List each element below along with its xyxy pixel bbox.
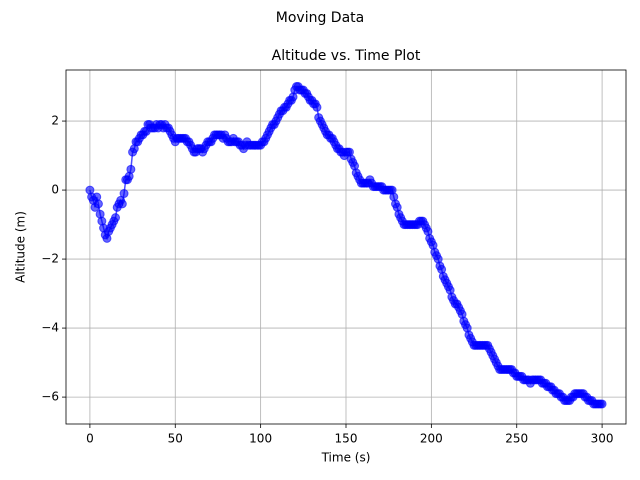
data-point bbox=[117, 199, 127, 209]
x-axis-label: Time (s) bbox=[321, 451, 371, 465]
x-tick-label: 50 bbox=[168, 432, 183, 446]
y-tick-label: −2 bbox=[41, 252, 59, 266]
y-tick-label: −6 bbox=[41, 390, 59, 404]
data-point bbox=[126, 164, 136, 174]
x-tick-label: 100 bbox=[249, 432, 272, 446]
x-tick-label: 0 bbox=[86, 432, 94, 446]
data-point bbox=[312, 102, 322, 112]
y-tick-label: 2 bbox=[51, 114, 59, 128]
y-axis-label: Altitude (m) bbox=[14, 211, 28, 283]
data-point bbox=[119, 189, 129, 199]
data-point bbox=[597, 399, 607, 409]
x-tick-label: 150 bbox=[335, 432, 358, 446]
data-point bbox=[93, 199, 103, 209]
y-tick-label: −4 bbox=[41, 321, 59, 335]
suptitle: Moving Data bbox=[276, 10, 364, 26]
x-tick-label: 200 bbox=[420, 432, 443, 446]
x-tick-label: 300 bbox=[591, 432, 614, 446]
x-tick-label: 250 bbox=[505, 432, 528, 446]
plot-frame bbox=[65, 69, 627, 425]
chart-title: Altitude vs. Time Plot bbox=[272, 48, 421, 64]
y-tick-label: 0 bbox=[51, 183, 59, 197]
data-point bbox=[111, 213, 121, 223]
